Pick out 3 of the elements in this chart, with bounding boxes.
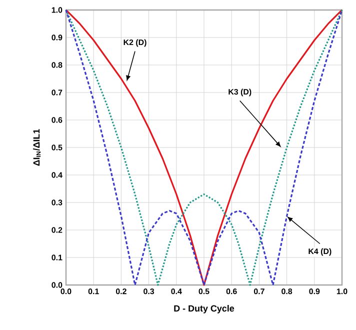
line-series <box>65 9 343 286</box>
x-axis-title: D - Duty Cycle <box>174 304 234 314</box>
y-axis-title: ΔI$_{IN}$/ΔIL1 <box>33 129 41 166</box>
